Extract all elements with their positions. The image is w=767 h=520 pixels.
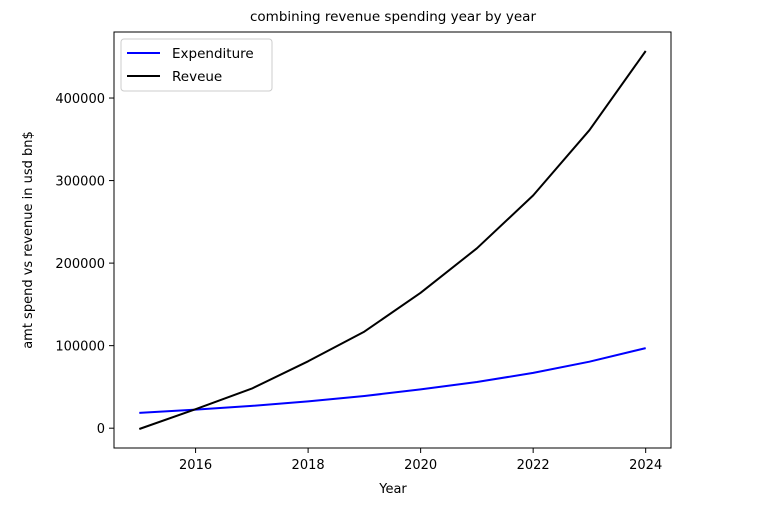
x-ticks: 2016 2018 2020 2022 2024 <box>179 448 662 473</box>
x-tick-label: 2022 <box>517 458 550 473</box>
x-tick-label: 2018 <box>292 458 325 473</box>
x-tick-label: 2020 <box>404 458 437 473</box>
x-tick-label: 2016 <box>179 458 212 473</box>
chart-title: combining revenue spending year by year <box>250 9 536 25</box>
series-line-revenue <box>138 50 647 430</box>
y-tick-label: 300000 <box>55 175 105 190</box>
y-ticks: 0 100000 200000 300000 400000 <box>55 92 114 437</box>
series-lines <box>138 50 647 430</box>
y-tick-label: 200000 <box>55 257 105 272</box>
legend-label-expenditure: Expenditure <box>172 46 254 62</box>
y-tick-label: 100000 <box>55 340 105 355</box>
x-tick-label: 2024 <box>629 458 662 473</box>
y-axis-label: amt spend vs revenue in usd bn$ <box>21 131 36 349</box>
plot-frame <box>113 31 672 449</box>
y-tick-label: 400000 <box>55 92 105 107</box>
y-tick-label: 0 <box>97 422 105 437</box>
plot-area <box>114 32 671 448</box>
legend-label-revenue: Reveue <box>172 69 222 85</box>
legend: Expenditure Reveue <box>120 38 273 92</box>
series-line-expenditure <box>139 347 646 414</box>
x-axis-label: Year <box>378 482 407 497</box>
